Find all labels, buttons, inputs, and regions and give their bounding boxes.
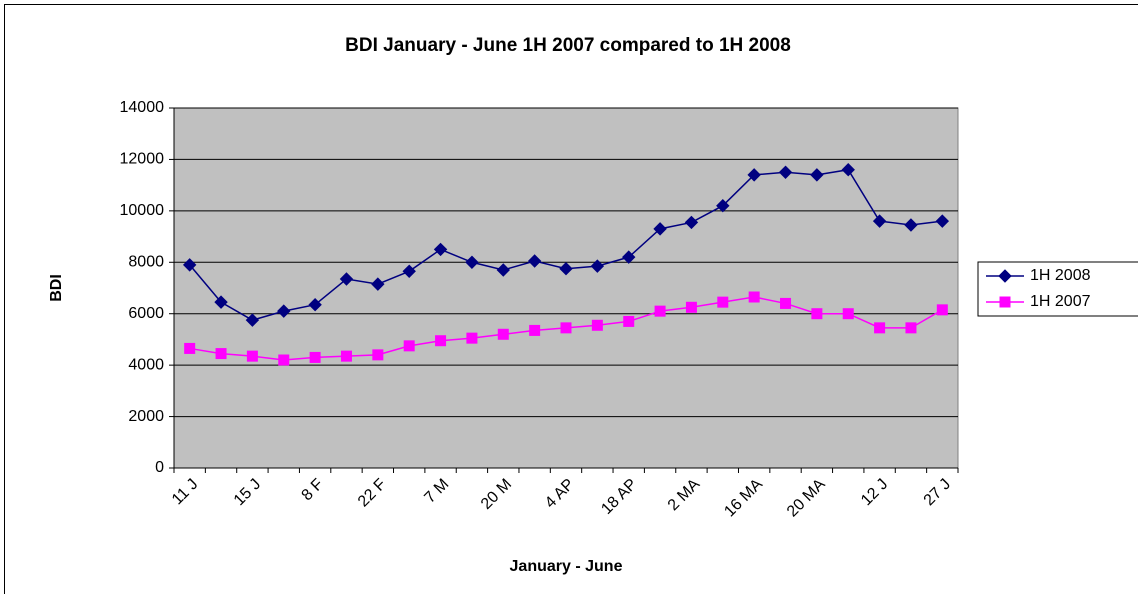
data-point (278, 354, 290, 366)
data-point (309, 351, 321, 363)
y-tick-label: 4000 (128, 356, 164, 373)
data-point (435, 335, 447, 347)
legend-marker (999, 296, 1011, 308)
data-point (716, 199, 730, 213)
data-point (904, 218, 918, 232)
data-point (780, 297, 792, 309)
data-point (654, 305, 666, 317)
y-tick-label: 10000 (120, 202, 165, 219)
legend-label: 1H 2007 (1030, 293, 1091, 310)
data-point (810, 168, 824, 182)
data-point (872, 214, 887, 228)
data-point (402, 264, 416, 278)
data-point (182, 258, 197, 272)
data-point (371, 277, 385, 291)
data-point (277, 304, 291, 318)
plot-area (173, 107, 959, 469)
y-tick-label: 14000 (120, 99, 165, 116)
data-point (559, 262, 573, 276)
data-point (905, 322, 917, 334)
data-point (717, 296, 729, 308)
data-point (935, 214, 950, 228)
data-point (529, 324, 541, 336)
data-point (936, 304, 948, 316)
data-point (622, 250, 636, 264)
data-point (245, 313, 260, 327)
data-point (215, 348, 227, 360)
data-point (433, 242, 448, 257)
data-point (246, 350, 258, 362)
legend-marker (998, 269, 1012, 283)
y-tick-label: 6000 (128, 305, 164, 322)
data-point (372, 349, 384, 361)
y-tick-label: 0 (155, 459, 164, 476)
data-point (874, 322, 886, 334)
x-axis-title: January - June (510, 558, 623, 575)
data-point (842, 308, 854, 320)
y-tick-label: 12000 (120, 151, 165, 168)
chart-title: BDI January - June 1H 2007 compared to 1… (345, 35, 791, 56)
legend-label: 1H 2008 (1030, 267, 1091, 284)
data-point (465, 255, 479, 269)
data-point (496, 263, 510, 277)
data-point (590, 259, 605, 273)
data-point (214, 295, 228, 309)
y-tick-label: 8000 (128, 254, 164, 271)
data-point (184, 342, 196, 354)
data-point (308, 298, 322, 312)
data-point (747, 168, 761, 182)
data-point (684, 215, 699, 230)
data-point (623, 315, 635, 327)
data-point (560, 322, 572, 334)
data-point (339, 272, 354, 286)
data-point (748, 291, 760, 303)
data-point (466, 332, 478, 344)
data-point (403, 340, 415, 352)
y-axis-title: BDI (48, 274, 65, 302)
data-point (778, 165, 793, 179)
y-tick-label: 2000 (128, 408, 164, 425)
data-point (811, 308, 823, 320)
data-point (653, 222, 667, 236)
data-point (340, 350, 352, 362)
data-point (841, 163, 855, 177)
data-point (685, 301, 697, 313)
data-point (527, 254, 542, 268)
data-point (591, 319, 603, 331)
data-point (497, 328, 509, 340)
